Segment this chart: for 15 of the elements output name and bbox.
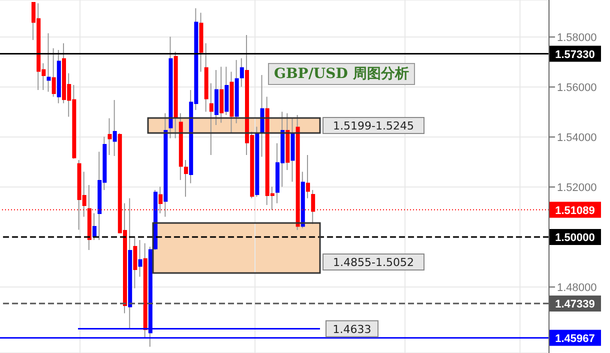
ref-line-label: 1.57330 xyxy=(555,48,595,61)
ref-line-label: 1.51089 xyxy=(555,204,595,217)
band-label: 1.5199-1.5245 xyxy=(333,120,414,132)
ref-line-label: 1.45967 xyxy=(555,332,595,345)
y-tick-label: 1.48000 xyxy=(557,282,597,294)
ref-line-label: 1.47339 xyxy=(555,298,595,311)
text: GBP/USD 周图分析 xyxy=(268,63,415,85)
y-tick-label: 1.56000 xyxy=(557,82,597,94)
y-tick-label: 1.58000 xyxy=(557,32,597,44)
y-tick-label: 1.52000 xyxy=(557,182,597,194)
band-label: 1.4855-1.5052 xyxy=(333,256,414,269)
ref-line-label: 1.50000 xyxy=(555,232,595,244)
candlestick xyxy=(46,33,51,92)
y-tick-label: 1.54000 xyxy=(557,132,597,144)
ref-line-label: 1.4633 xyxy=(332,322,372,336)
